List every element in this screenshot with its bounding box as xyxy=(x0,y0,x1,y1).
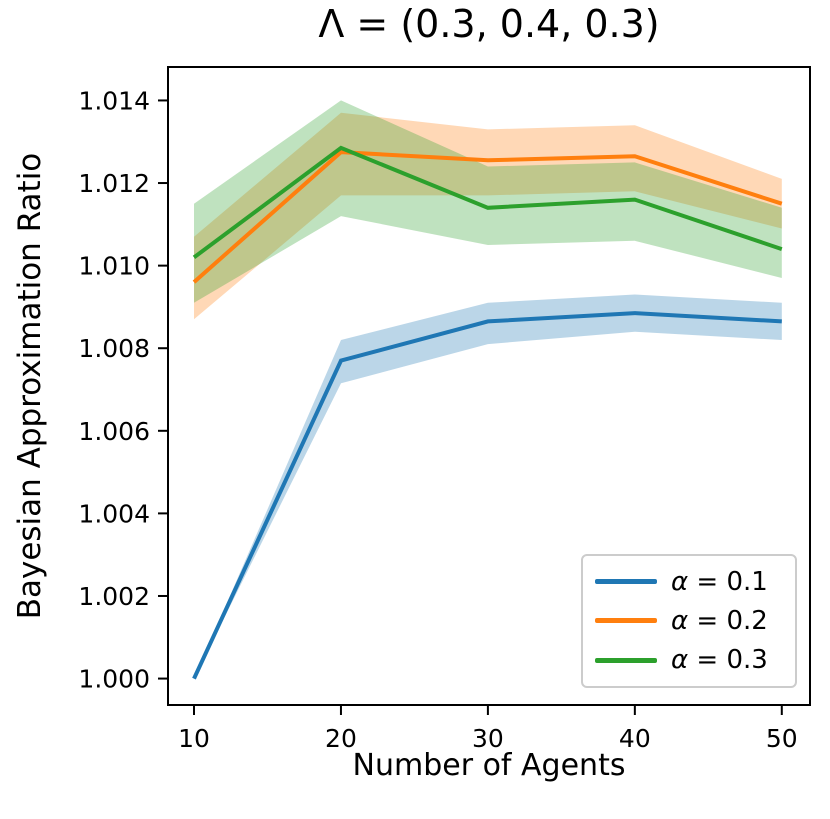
axes-spines xyxy=(167,66,811,706)
legend-item-1: α = 0.2 xyxy=(595,606,783,636)
y-tick-label: 1.000 xyxy=(78,665,150,694)
x-tick-label: 30 xyxy=(472,724,504,753)
y-tick-label: 1.014 xyxy=(78,86,150,115)
y-tick-label: 1.002 xyxy=(78,582,150,611)
x-tick-label: 10 xyxy=(178,724,210,753)
x-tick-label: 50 xyxy=(766,724,798,753)
series-line-2 xyxy=(192,145,783,260)
confidence-band-0 xyxy=(194,294,782,679)
legend-label-2: α = 0.3 xyxy=(671,645,768,676)
x-tick-label: 40 xyxy=(619,724,651,753)
y-tick-label: 1.006 xyxy=(78,417,150,446)
series-line-0 xyxy=(192,311,782,680)
y-tick-label: 1.004 xyxy=(78,499,150,528)
legend: α = 0.1 α = 0.2 α = 0.3 xyxy=(581,554,797,688)
x-tick-label: 20 xyxy=(325,724,357,753)
legend-item-0: α = 0.1 xyxy=(595,567,783,597)
y-tick-label: 1.008 xyxy=(78,334,150,363)
confidence-band-1 xyxy=(194,112,782,320)
x-axis-label: Number of Agents xyxy=(352,748,626,783)
y-tick-label: 1.012 xyxy=(78,169,150,198)
y-tick-label: 1.010 xyxy=(78,252,150,281)
legend-line-swatch-0 xyxy=(595,579,657,585)
legend-label-1: α = 0.2 xyxy=(671,605,768,636)
chart-title: Λ = (0.3, 0.4, 0.3) xyxy=(318,2,660,46)
legend-line-swatch-1 xyxy=(595,618,657,624)
legend-label-0: α = 0.1 xyxy=(671,566,768,597)
legend-item-2: α = 0.3 xyxy=(595,645,783,675)
legend-line-swatch-2 xyxy=(595,657,657,663)
series-line-1 xyxy=(192,150,783,284)
